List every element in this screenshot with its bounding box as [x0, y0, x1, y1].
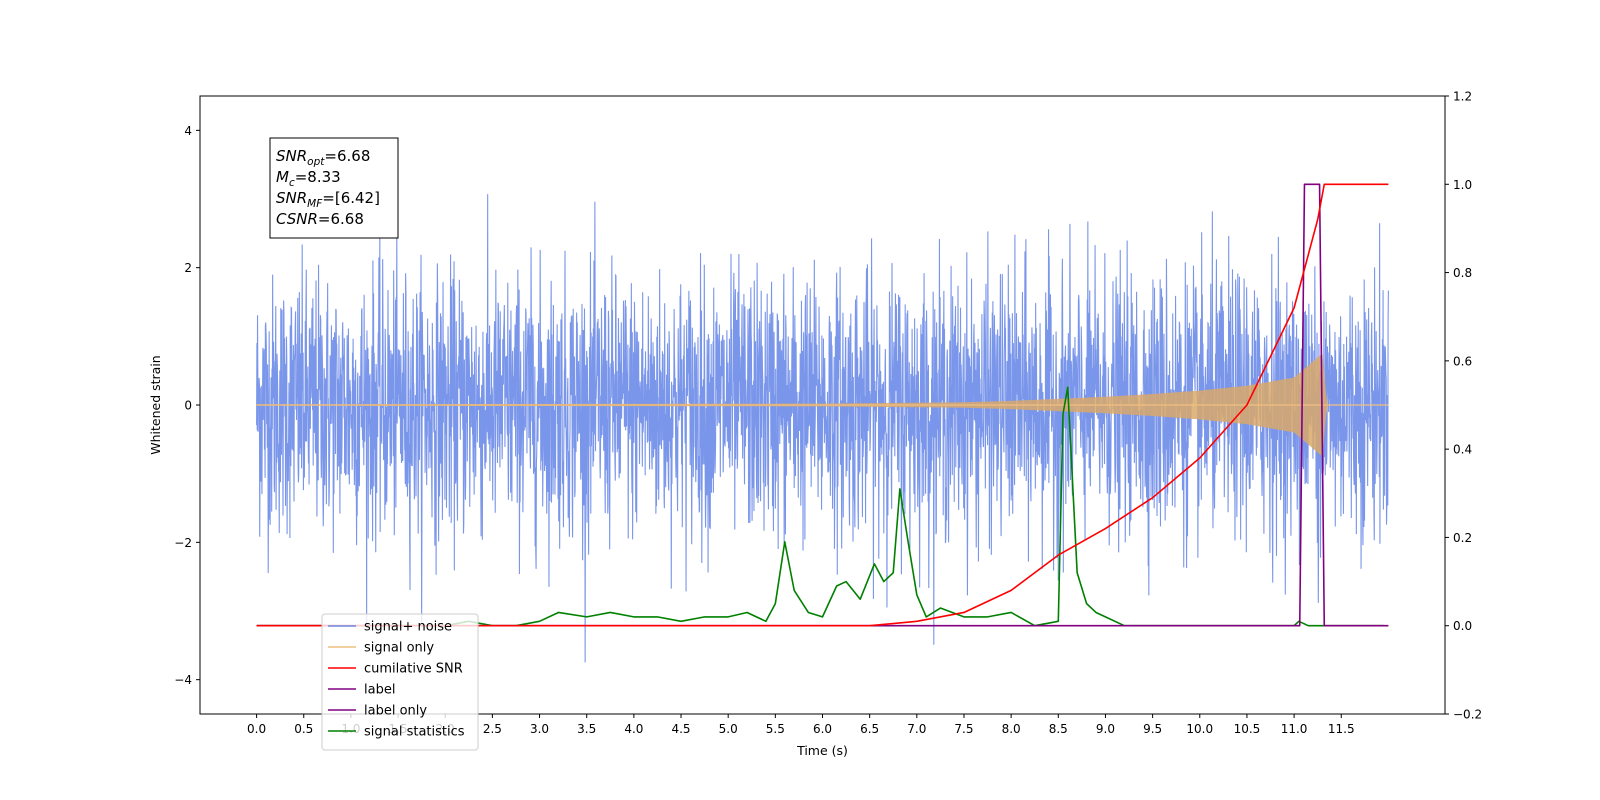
x-tick-label: 6.5 [860, 722, 879, 736]
label-line [256, 183, 1389, 627]
y2-tick-label: 0.4 [1453, 443, 1472, 457]
x-tick-label: 0.0 [247, 722, 266, 736]
y-tick-label: 4 [184, 124, 192, 138]
y-tick-label: 2 [184, 261, 192, 275]
x-tick-label: 3.5 [577, 722, 596, 736]
annotation-line: SNRMF=[6.42] [276, 189, 380, 210]
y-tick-label: 0 [184, 399, 192, 413]
right-axis-series [256, 183, 1389, 627]
annotation-symbol: M [276, 168, 289, 186]
x-tick-label: 3.0 [530, 722, 549, 736]
legend-label: signal+ noise [364, 620, 452, 635]
legend-frame [321, 613, 479, 751]
y-axis-right: −0.2 0.0 0.2 0.4 0.6 0.8 1.0 1.2 [1445, 90, 1482, 722]
x-tick-label: 10.5 [1234, 722, 1261, 736]
x-tick-label: 7.5 [954, 722, 973, 736]
y2-tick-label: 0.8 [1453, 266, 1472, 280]
legend-label: label only [364, 704, 427, 719]
y2-tick-label: 0.2 [1453, 531, 1472, 545]
annotation-symbol: CSNR [276, 210, 318, 228]
annotation-line: SNRopt=6.68 [276, 147, 370, 168]
legend-label: label [364, 683, 395, 698]
legend-label: signal only [364, 641, 434, 656]
x-tick-label: 2.5 [483, 722, 502, 736]
y-axis-label: Whitened strain [148, 355, 163, 454]
y-tick-label: −2 [174, 536, 192, 550]
y2-tick-label: 1.2 [1453, 90, 1472, 104]
x-tick-label: 10.0 [1186, 722, 1213, 736]
x-tick-label: 6.0 [813, 722, 832, 736]
annotation-frame [269, 137, 399, 239]
x-tick-label: 11.5 [1328, 722, 1355, 736]
x-tick-label: 7.0 [907, 722, 926, 736]
x-tick-label: 11.0 [1281, 722, 1308, 736]
x-tick-label: 5.0 [719, 722, 738, 736]
y-axis-left: −4 −2 0 2 4 [174, 124, 200, 687]
x-tick-label: 4.0 [624, 722, 643, 736]
y2-tick-label: 1.0 [1453, 178, 1472, 192]
annotation-value: =6.68 [324, 147, 370, 165]
y2-tick-label: 0.0 [1453, 619, 1472, 633]
annotation-subscript: MF [307, 198, 323, 210]
legend-label: cumilative SNR [364, 662, 463, 677]
annotation-line: Mc=8.33 [276, 168, 341, 189]
legend: signal+ noise signal only cumilative SNR la… [321, 613, 479, 751]
x-tick-label: 8.0 [1002, 722, 1021, 736]
y2-tick-label: 0.6 [1453, 354, 1472, 368]
x-tick-label: 9.5 [1143, 722, 1162, 736]
signal-noise-line [256, 194, 1389, 663]
y-tick-label: −4 [174, 673, 192, 687]
annotation-value: =[6.42] [322, 189, 380, 207]
x-tick-label: 0.5 [294, 722, 313, 736]
annotation-subscript: opt [307, 156, 325, 168]
x-tick-label: 5.5 [766, 722, 785, 736]
signal-statistics-line [256, 386, 1384, 627]
annotation-subscript: c [289, 177, 295, 189]
annotation-line: CSNR=6.68 [276, 210, 364, 228]
signal-noise-series [256, 194, 1389, 663]
x-axis-label: Time (s) [796, 743, 848, 758]
annotation-value: =8.33 [295, 168, 341, 186]
annotation-symbol: SNR [276, 189, 307, 207]
x-tick-label: 4.5 [671, 722, 690, 736]
annotation-symbol: SNR [276, 147, 307, 165]
y2-tick-label: −0.2 [1453, 708, 1482, 722]
legend-label: signal statistics [364, 725, 465, 740]
signal-only-series [256, 353, 1389, 457]
x-tick-label: 9.0 [1096, 722, 1115, 736]
annotation-value: =6.68 [318, 210, 364, 228]
cumilative-snr-line [256, 183, 1389, 627]
x-tick-label: 8.5 [1049, 722, 1068, 736]
